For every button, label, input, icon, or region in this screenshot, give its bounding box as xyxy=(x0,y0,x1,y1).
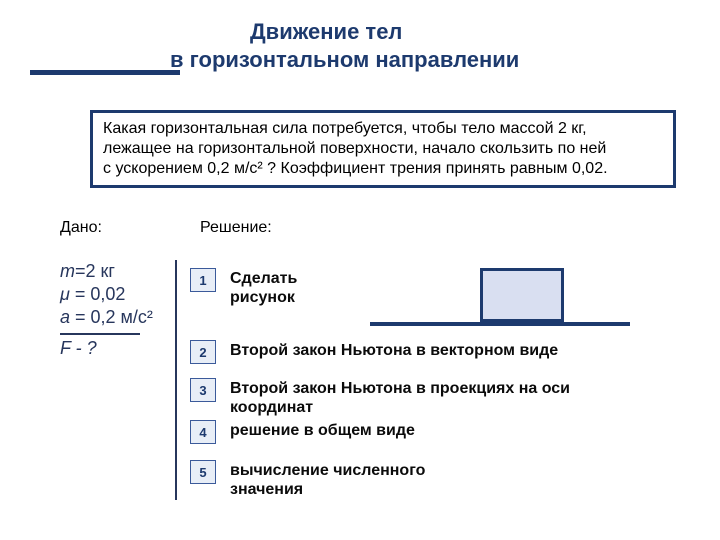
slide-title: Движение тел в горизонтальном направлени… xyxy=(170,18,630,73)
given-m: m=2 кг xyxy=(60,260,180,283)
step-num-3[interactable]: 3 xyxy=(190,378,216,402)
solution-label: Решение: xyxy=(200,220,280,236)
sym-mu: μ xyxy=(60,284,70,304)
step-num-5[interactable]: 5 xyxy=(190,460,216,484)
step-5: 5 вычисление численного значения xyxy=(190,460,680,499)
find-q: - ? xyxy=(71,338,97,358)
step-2: 2 Второй закон Ньютона в векторном виде xyxy=(190,340,680,364)
problem-statement: Какая горизонтальная сила потребуется, ч… xyxy=(90,110,676,188)
title-line1: Движение тел xyxy=(170,18,630,46)
step-text-2: Второй закон Ньютона в векторном виде xyxy=(230,340,560,360)
given-divider xyxy=(60,333,140,335)
step-num-1[interactable]: 1 xyxy=(190,268,216,292)
given-mu: μ = 0,02 xyxy=(60,283,180,306)
free-body-diagram xyxy=(370,258,630,338)
problem-line1: Какая горизонтальная сила потребуется, ч… xyxy=(103,119,663,139)
step-text-3: Второй закон Ньютона в проекциях на оси … xyxy=(230,378,630,417)
slide-root: Движение тел в горизонтальном направлени… xyxy=(0,0,720,540)
step-3: 3 Второй закон Ньютона в проекциях на ос… xyxy=(190,378,680,417)
surface-line xyxy=(370,322,630,326)
title-line2: в горизонтальном направлении xyxy=(170,46,630,74)
sym-m: m xyxy=(60,261,75,281)
find-row: F - ? xyxy=(60,337,180,360)
problem-line3: с ускорением 0,2 м/с² ? Коэффициент трен… xyxy=(103,159,663,179)
val-m: =2 кг xyxy=(75,261,115,281)
step-num-4[interactable]: 4 xyxy=(190,420,216,444)
sym-F: F xyxy=(60,338,71,358)
val-a: = 0,2 м/с² xyxy=(70,307,153,327)
step-num-2[interactable]: 2 xyxy=(190,340,216,364)
given-label: Дано: xyxy=(60,220,110,236)
val-mu: = 0,02 xyxy=(70,284,126,304)
body-block xyxy=(480,268,564,322)
step-text-1: Сделать рисунок xyxy=(230,268,350,307)
step-text-4: решение в общем виде xyxy=(230,420,430,440)
given-block: m=2 кг μ = 0,02 a = 0,2 м/с² F - ? xyxy=(60,260,180,360)
problem-line2: лежащее на горизонтальной поверхности, н… xyxy=(103,139,663,159)
column-divider xyxy=(175,260,177,500)
title-rule xyxy=(30,70,180,75)
step-4: 4 решение в общем виде xyxy=(190,420,680,444)
sym-a: a xyxy=(60,307,70,327)
step-text-5: вычисление численного значения xyxy=(230,460,490,499)
given-a: a = 0,2 м/с² xyxy=(60,306,180,329)
